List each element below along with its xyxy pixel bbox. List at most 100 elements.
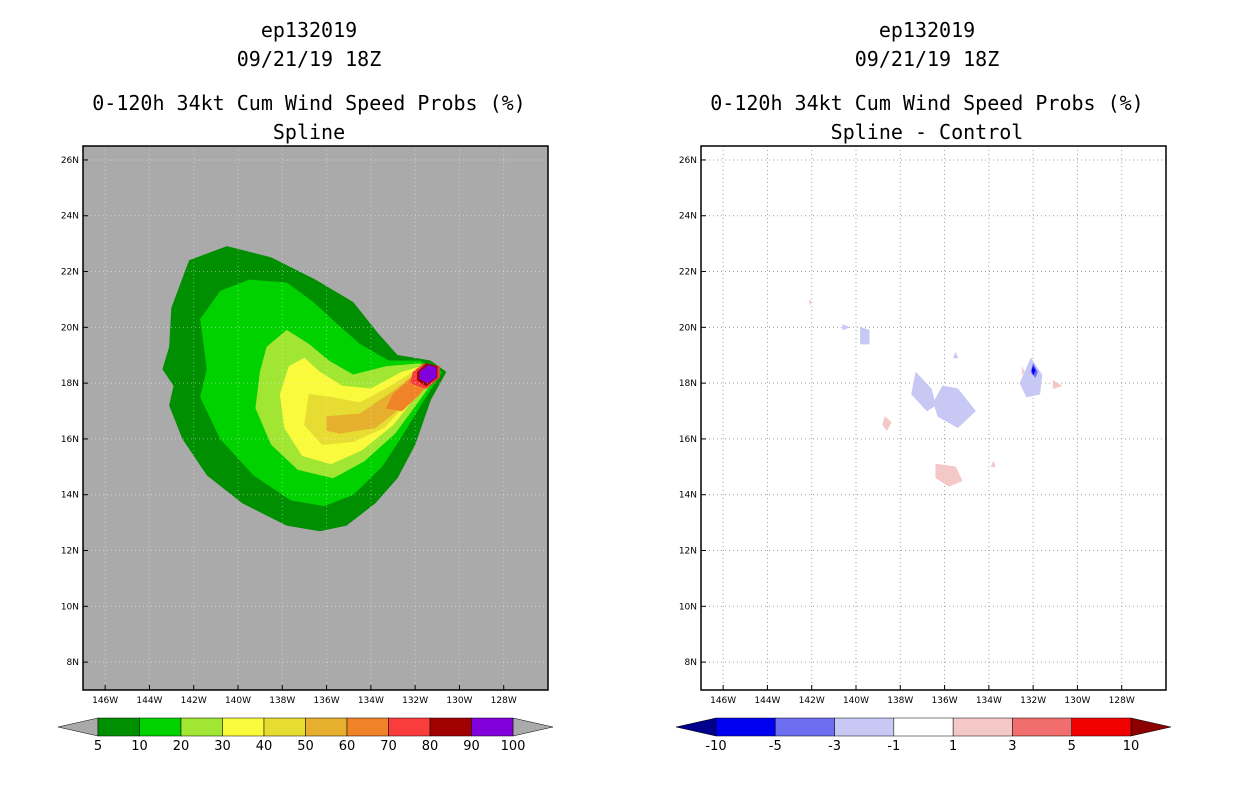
datetime-title: 09/21/19 18Z bbox=[854, 47, 1000, 71]
colorbar-swatch bbox=[775, 717, 835, 737]
y-tick-label: 8N bbox=[67, 658, 79, 668]
colorbar-over-triangle bbox=[512, 717, 554, 737]
colorbar-swatch bbox=[893, 717, 954, 737]
colorbar-swatch bbox=[471, 717, 514, 737]
colorbar-label: -1 bbox=[887, 739, 900, 754]
contour-region-1 bbox=[882, 416, 892, 432]
colorbar-label: 60 bbox=[339, 739, 356, 754]
x-tick-label: 128W bbox=[491, 696, 517, 706]
contour-region-neg3 bbox=[1019, 357, 1043, 398]
colorbar-label: 40 bbox=[256, 739, 273, 754]
colorbar-swatch bbox=[834, 717, 895, 737]
colorbar-swatch bbox=[388, 717, 431, 737]
datetime-title: 09/21/19 18Z bbox=[236, 47, 382, 71]
contour-region-neg3 bbox=[842, 324, 851, 331]
y-tick-label: 24N bbox=[679, 212, 697, 222]
plot-background bbox=[701, 146, 1166, 690]
colorbar-label: -10 bbox=[705, 739, 726, 754]
colorbar-swatch bbox=[429, 717, 472, 737]
x-tick-label: 132W bbox=[1020, 696, 1046, 706]
plot-frame bbox=[82, 145, 549, 691]
colorbar-swatch bbox=[1012, 717, 1072, 737]
colorbar-label: -5 bbox=[769, 739, 782, 754]
colorbar-swatch bbox=[139, 717, 182, 737]
colorbar-swatch bbox=[97, 717, 140, 737]
y-tick-label: 18N bbox=[61, 379, 79, 389]
y-tick-label: 12N bbox=[61, 547, 79, 557]
colorbar-label: 10 bbox=[1123, 739, 1140, 754]
colorbar-label: -3 bbox=[828, 739, 841, 754]
colorbar-label: 30 bbox=[214, 739, 231, 754]
y-tick-label: 14N bbox=[679, 491, 697, 501]
x-tick-label: 134W bbox=[358, 696, 384, 706]
panel-spline: ep132019 09/21/19 18Z 0-120h 34kt Cum Wi… bbox=[57, 18, 554, 754]
x-tick-label: 136W bbox=[314, 696, 340, 706]
contour-region-neg3 bbox=[911, 371, 936, 412]
storm-id-title: ep132019 bbox=[878, 18, 976, 42]
x-tick-label: 142W bbox=[181, 696, 207, 706]
x-tick-label: 138W bbox=[269, 696, 295, 706]
chart-spline: 146W 144W 142W 140W 138W 136W 134W 132W 130W 128W… bbox=[57, 145, 554, 754]
contour-region-neg10 bbox=[1031, 365, 1036, 376]
colorbar-swatch bbox=[305, 717, 348, 737]
chart-spline-minus-control: 146W 144W 142W 140W 138W 136W 134W 132W 130W 128W… bbox=[675, 145, 1172, 754]
colorbar-label: 100 bbox=[501, 739, 526, 754]
contour-region-1 bbox=[1021, 366, 1025, 376]
contour-region-90 bbox=[419, 364, 437, 384]
y-tick-label: 26N bbox=[679, 156, 697, 166]
x-tick-label: 144W bbox=[754, 696, 780, 706]
contour-region-neg3 bbox=[953, 351, 959, 359]
panel-spline-minus-control: ep132019 09/21/19 18Z 0-120h 34kt Cum Wi… bbox=[618, 0, 1236, 800]
x-tick-label: 140W bbox=[225, 696, 251, 706]
chart-title: 0-120h 34kt Cum Wind Speed Probs (%) bbox=[92, 91, 526, 115]
colorbar-label: 80 bbox=[422, 739, 439, 754]
chart-subtitle: Spline bbox=[272, 120, 346, 144]
colorbar-label: 3 bbox=[1008, 739, 1016, 754]
x-tick-label: 130W bbox=[446, 696, 472, 706]
y-tick-label: 22N bbox=[61, 268, 79, 278]
colorbar-label: 1 bbox=[949, 739, 957, 754]
colorbar-under-triangle bbox=[675, 717, 717, 737]
x-tick-label: 128W bbox=[1109, 696, 1135, 706]
x-tick-label: 146W bbox=[710, 696, 736, 706]
y-tick-label: 18N bbox=[679, 379, 697, 389]
x-tick-label: 138W bbox=[887, 696, 913, 706]
colorbar-swatch bbox=[222, 717, 265, 737]
x-tick-label: 132W bbox=[402, 696, 428, 706]
colorbar-swatch bbox=[263, 717, 306, 737]
colorbar-under-triangle bbox=[57, 717, 99, 737]
contour-region-1 bbox=[1052, 379, 1063, 390]
colorbar-label: 70 bbox=[380, 739, 397, 754]
colorbar-swatch bbox=[715, 717, 776, 737]
colorbar-swatch bbox=[346, 717, 389, 737]
colorbar-label: 90 bbox=[463, 739, 480, 754]
contour-region-neg3 bbox=[933, 385, 976, 429]
plot-frame bbox=[700, 145, 1167, 691]
colorbar-swatch bbox=[952, 717, 1013, 737]
colorbar-swatch bbox=[180, 717, 223, 737]
colorbar-label: 50 bbox=[297, 739, 314, 754]
colorbar-label: 5 bbox=[94, 739, 102, 754]
x-tick-label: 140W bbox=[843, 696, 869, 706]
y-tick-label: 8N bbox=[685, 658, 697, 668]
contour-region-1 bbox=[935, 463, 963, 487]
x-tick-label: 144W bbox=[136, 696, 162, 706]
colorbar-label: 20 bbox=[173, 739, 190, 754]
x-tick-label: 130W bbox=[1064, 696, 1090, 706]
y-tick-label: 16N bbox=[679, 435, 697, 445]
colorbar-swatch bbox=[1071, 717, 1132, 737]
x-tick-label: 136W bbox=[932, 696, 958, 706]
y-tick-label: 20N bbox=[61, 323, 79, 333]
y-tick-label: 14N bbox=[61, 491, 79, 501]
contour-region-1 bbox=[809, 298, 813, 306]
colorbar-over-triangle bbox=[1130, 717, 1172, 737]
contour-region-neg3 bbox=[860, 326, 870, 345]
x-tick-label: 146W bbox=[92, 696, 118, 706]
y-tick-label: 16N bbox=[61, 435, 79, 445]
y-tick-label: 24N bbox=[61, 212, 79, 222]
y-tick-label: 12N bbox=[679, 547, 697, 557]
chart-title: 0-120h 34kt Cum Wind Speed Probs (%) bbox=[710, 91, 1144, 115]
chart-subtitle: Spline - Control bbox=[830, 120, 1024, 144]
y-tick-label: 10N bbox=[679, 602, 697, 612]
x-tick-label: 142W bbox=[799, 696, 825, 706]
